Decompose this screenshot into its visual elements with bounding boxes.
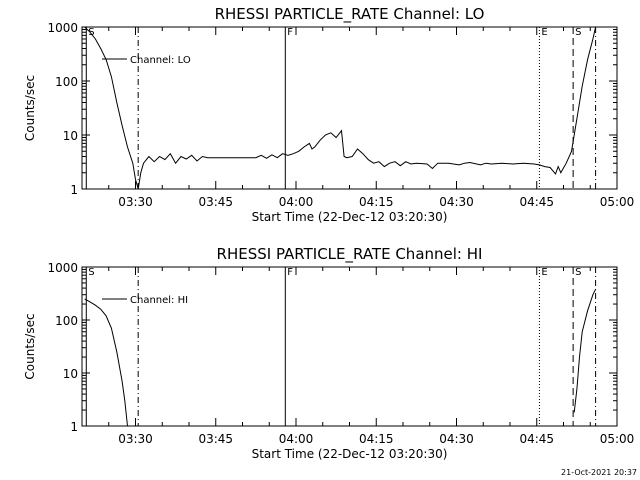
y-tick-label: 1 [70, 183, 78, 197]
x-tick-label: 04:00 [279, 432, 314, 446]
x-tick-label: 03:45 [198, 432, 233, 446]
event-marker-label: S [575, 267, 581, 278]
event-marker-label: F [287, 267, 293, 278]
event-marker-label: F [287, 27, 293, 38]
x-tick-label: 04:30 [439, 432, 474, 446]
footer-timestamp: 21-Oct-2021 20:37 [561, 468, 637, 477]
x-tick-label: 04:15 [359, 195, 394, 209]
y-axis-label: Counts/sec [23, 75, 37, 141]
x-tick-label: 04:15 [359, 432, 394, 446]
event-marker-label: S [575, 27, 581, 38]
event-marker-label: E [541, 267, 547, 278]
x-tick-label: 05:00 [600, 195, 635, 209]
legend-label: Channel: LO [130, 55, 191, 66]
x-tick-label: 03:30 [118, 195, 153, 209]
plot-frame [81, 266, 618, 427]
x-tick-label: 04:45 [519, 432, 554, 446]
chart-title: RHESSI PARTICLE_RATE Channel: HI [217, 245, 483, 264]
y-tick-label: 10 [63, 367, 78, 381]
chart-title: RHESSI PARTICLE_RATE Channel: LO [215, 5, 485, 24]
x-tick-label: 03:30 [118, 432, 153, 446]
x-tick-label: 04:45 [519, 195, 554, 209]
series-line [573, 289, 597, 413]
event-marker-label: E [541, 27, 547, 38]
event-marker-label: S [88, 27, 94, 38]
y-tick-label: 1000 [47, 261, 78, 275]
panel-hi: RHESSI PARTICLE_RATE Channel: HI 03:30 03:… [23, 245, 634, 461]
y-tick-label: 1000 [47, 21, 78, 35]
y-tick-label: 1 [70, 420, 78, 434]
x-tick-label: 04:00 [279, 195, 314, 209]
x-axis-label: Start Time (22-Dec-12 03:20:30) [252, 447, 448, 461]
x-tick-label: 04:30 [439, 195, 474, 209]
y-tick-label: 10 [63, 129, 78, 143]
series-line [84, 27, 597, 189]
series-line [84, 298, 128, 426]
x-tick-label: 03:45 [198, 195, 233, 209]
legend-label: Channel: HI [130, 295, 188, 306]
x-tick-label: 05:00 [600, 432, 635, 446]
x-axis-label: Start Time (22-Dec-12 03:20:30) [252, 210, 448, 224]
y-tick-label: 100 [55, 314, 78, 328]
y-axis-label: Counts/sec [23, 313, 37, 379]
panel-lo: RHESSI PARTICLE_RATE Channel: LO 03:30 03:… [23, 5, 634, 224]
y-tick-label: 100 [55, 75, 78, 89]
event-marker-label: S [88, 267, 94, 278]
